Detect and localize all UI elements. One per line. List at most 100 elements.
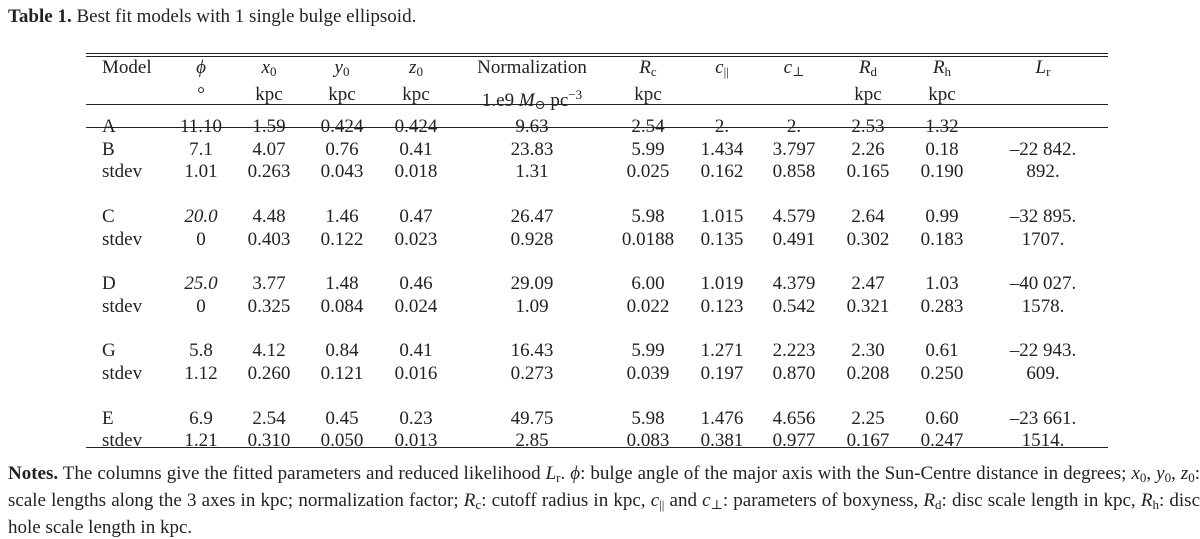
cell-phi: 6.9	[189, 407, 213, 429]
cell-cperp: 2.223	[772, 340, 816, 362]
col-cpar: c||	[715, 57, 729, 79]
unit-z0: kpc	[402, 83, 430, 105]
table-row: stdev 0 0.403 0.122 0.023 0.928 0.0188 0.135 0.4…	[86, 229, 1108, 252]
cell-rd: 0.208	[846, 362, 890, 384]
cell-norm: 1.09	[515, 295, 549, 317]
table-row: stdev 1.21 0.310 0.050 0.013 2.85 0.083 0.381 0.…	[86, 430, 1108, 453]
cell-phi: 11.10	[179, 116, 223, 138]
col-z0: z0	[409, 57, 423, 79]
header-row-1: Model ϕ x0 y0 z0 Normalization Rc c|| c⊥…	[86, 57, 1108, 84]
cell-lr: 1514.	[1021, 430, 1065, 452]
unit-rd: kpc	[854, 83, 882, 105]
cell-cpar: 0.135	[700, 228, 744, 250]
cell-rh: 0.18	[925, 138, 959, 160]
cell-z0: 0.024	[394, 295, 438, 317]
group-spacer	[86, 184, 1108, 206]
col-rh: Rh	[932, 57, 952, 79]
cell-model: stdev	[102, 228, 143, 250]
cell-rc: 0.0188	[621, 228, 675, 250]
col-x0: x0	[261, 57, 277, 79]
group-spacer	[86, 251, 1108, 273]
cell-cperp: 4.579	[772, 205, 816, 227]
cell-lr: –22 943.	[1009, 340, 1077, 362]
cell-lr: –	[1038, 116, 1048, 138]
cell-rd: 0.321	[846, 295, 890, 317]
cell-x0: 0.263	[247, 161, 291, 183]
bottom-rule	[86, 447, 1108, 448]
cell-cpar: 0.381	[700, 430, 744, 452]
cell-x0: 4.12	[252, 340, 286, 362]
cell-rh: 0.247	[920, 430, 964, 452]
header-rule	[86, 104, 1108, 105]
cell-norm: 16.43	[510, 340, 554, 362]
results-table: Model ϕ x0 y0 z0 Normalization Rc c|| c⊥…	[86, 57, 1108, 453]
table-row: A 11.10 1.59 0.424 0.424 9.63 2.54 2. 2. 2.53 1.32…	[86, 116, 1108, 139]
cell-rd: 2.64	[851, 205, 885, 227]
cell-cperp: 3.797	[772, 138, 816, 160]
col-rc: Rc	[639, 57, 657, 79]
cell-model: G	[102, 340, 116, 362]
cell-rh: 1.32	[925, 116, 959, 138]
cell-norm: 29.09	[510, 273, 554, 295]
cell-rc: 5.99	[631, 340, 665, 362]
cell-y0: 1.48	[325, 273, 359, 295]
cell-phi: 1.21	[184, 430, 218, 452]
cell-rh: 0.283	[920, 295, 964, 317]
table-row: D 25.0 3.77 1.48 0.46 29.09 6.00 1.019 4.379 2.47…	[86, 273, 1108, 296]
cell-phi: 1.12	[184, 362, 218, 384]
cell-rh: 0.250	[920, 362, 964, 384]
cell-model: stdev	[102, 295, 143, 317]
cell-model: stdev	[102, 430, 143, 452]
table-label: Table 1.	[8, 6, 72, 27]
col-norm: Normalization	[477, 57, 587, 78]
unit-x0: kpc	[255, 83, 283, 105]
cell-x0: 0.260	[247, 362, 291, 384]
cell-phi: 7.1	[189, 138, 213, 160]
cell-lr: –32 895.	[1009, 205, 1077, 227]
cell-cpar: 0.162	[700, 161, 744, 183]
cell-cperp: 0.491	[772, 228, 816, 250]
cell-y0: 0.043	[320, 161, 364, 183]
cell-norm: 9.63	[515, 116, 549, 138]
cell-rc: 5.99	[631, 138, 665, 160]
cell-rh: 0.61	[925, 340, 959, 362]
cell-phi: 5.8	[189, 340, 213, 362]
cell-y0: 0.050	[320, 430, 364, 452]
cell-z0: 0.018	[394, 161, 438, 183]
cell-cpar: 1.271	[700, 340, 744, 362]
cell-x0: 4.07	[252, 138, 286, 160]
cell-rd: 0.302	[846, 228, 890, 250]
cell-rh: 0.99	[925, 205, 959, 227]
cell-x0: 4.48	[252, 205, 286, 227]
header-row-2: ° kpc kpc kpc 1.e9 M⊙ pc−3 kpc kpc kpc	[86, 84, 1108, 117]
cell-model: D	[102, 273, 116, 295]
cell-rd: 0.165	[846, 161, 890, 183]
cell-norm: 0.928	[510, 228, 554, 250]
cell-model: E	[102, 407, 114, 429]
cell-cperp: 4.379	[772, 273, 816, 295]
notes-label: Notes.	[8, 463, 59, 484]
cell-cperp: 0.977	[772, 430, 816, 452]
cell-norm: 49.75	[510, 407, 554, 429]
cell-lr: 892.	[1026, 161, 1060, 183]
cell-rd: 2.26	[851, 138, 885, 160]
cell-norm: 23.83	[510, 138, 554, 160]
cell-rc: 0.083	[626, 430, 670, 452]
cell-cpar: 0.197	[700, 362, 744, 384]
table-caption: Table 1. Best fit models with 1 single b…	[8, 5, 416, 29]
cell-norm: 2.85	[515, 430, 549, 452]
cell-phi: 20.0	[184, 205, 218, 227]
col-model: Model	[102, 57, 152, 78]
cell-model: B	[102, 138, 115, 160]
cell-z0: 0.47	[399, 205, 433, 227]
cell-cpar: 1.434	[700, 138, 744, 160]
cell-x0: 0.403	[247, 228, 291, 250]
cell-norm: 0.273	[510, 362, 554, 384]
cell-z0: 0.016	[394, 362, 438, 384]
cell-y0: 0.76	[325, 138, 359, 160]
cell-rc: 5.98	[631, 407, 665, 429]
cell-x0: 3.77	[252, 273, 286, 295]
cell-norm: 26.47	[510, 205, 554, 227]
cell-z0: 0.013	[394, 430, 438, 452]
cell-cpar: 2.	[714, 116, 730, 138]
